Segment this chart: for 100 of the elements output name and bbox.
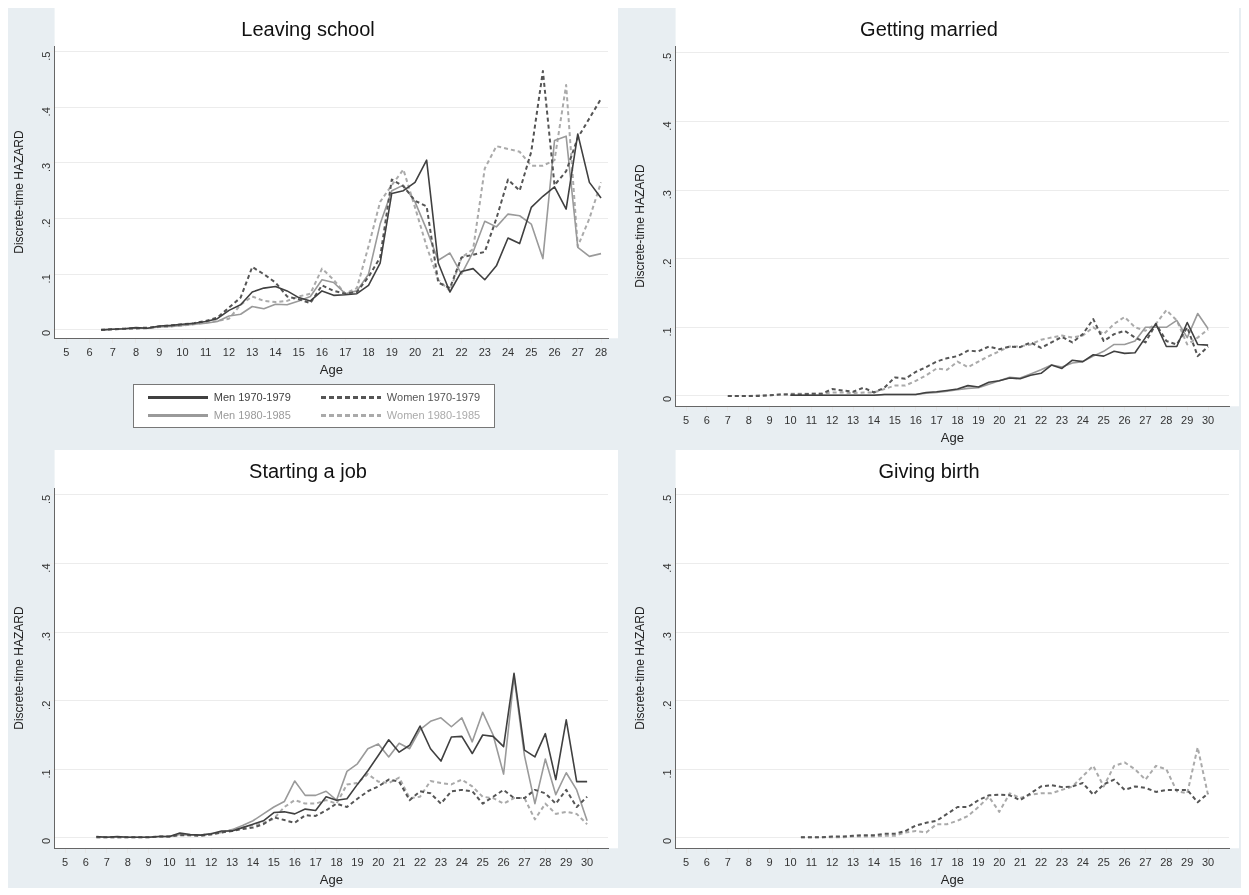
x-tick-label: 23 bbox=[1055, 855, 1069, 868]
x-tick-label: 11 bbox=[200, 345, 212, 358]
y-tick-label: .1 bbox=[39, 769, 52, 779]
x-tick-label: 8 bbox=[132, 345, 140, 358]
y-tick-label: .1 bbox=[660, 327, 673, 337]
y-tick-label: .5 bbox=[39, 51, 52, 61]
x-tick-label: 6 bbox=[82, 855, 89, 868]
x-tick-label: 24 bbox=[455, 855, 468, 868]
x-tick-label: 24 bbox=[1076, 855, 1089, 868]
y-tick-label: 0 bbox=[660, 395, 673, 403]
x-tick-label: 5 bbox=[682, 855, 690, 868]
y-tick-label: .5 bbox=[660, 494, 673, 505]
y-tick-label: .4 bbox=[660, 563, 673, 573]
y-tick-label: 0 bbox=[660, 837, 673, 845]
chart-title: Starting a job bbox=[249, 459, 367, 482]
x-tick-label: 27 bbox=[1139, 413, 1152, 426]
x-tick-label: 19 bbox=[351, 855, 364, 868]
y-axis-title: Discrete-time HAZARD bbox=[11, 130, 26, 254]
x-tick-label: 21 bbox=[1014, 413, 1027, 426]
x-tick-label: 18 bbox=[362, 345, 375, 358]
x-tick-label: 9 bbox=[766, 413, 773, 426]
x-tick-label: 12 bbox=[826, 855, 839, 868]
x-tick-label: 8 bbox=[124, 855, 131, 868]
x-tick-label: 25 bbox=[525, 345, 538, 358]
y-tick-label: 0 bbox=[39, 329, 52, 336]
text: Women 1980-1985 bbox=[386, 409, 481, 421]
x-tick-label: 14 bbox=[246, 855, 260, 868]
x-tick-label: 21 bbox=[432, 345, 445, 358]
x-tick-label: 30 bbox=[1201, 413, 1215, 426]
text: Men 1970-1979 bbox=[213, 391, 291, 403]
x-tick-label: 14 bbox=[867, 413, 881, 426]
x-tick-label: 18 bbox=[330, 855, 343, 868]
x-tick-label: 17 bbox=[930, 413, 943, 426]
x-tick-label: 26 bbox=[1118, 413, 1131, 426]
y-tick-label: .2 bbox=[660, 258, 673, 268]
x-tick-label: 19 bbox=[972, 413, 985, 426]
x-tick-label: 23 bbox=[478, 345, 491, 358]
x-tick-label: 6 bbox=[86, 345, 93, 358]
chart-title: Giving birth bbox=[878, 459, 980, 482]
x-tick-label: 16 bbox=[909, 855, 922, 868]
text: Women 1970-1979 bbox=[386, 391, 481, 403]
y-tick-label: .4 bbox=[39, 563, 52, 573]
x-tick-label: 20 bbox=[993, 413, 1006, 426]
x-tick-label: 24 bbox=[501, 345, 515, 358]
x-tick-label: 16 bbox=[288, 855, 301, 868]
x-tick-label: 14 bbox=[867, 855, 881, 868]
y-axis-title: Discrete-time HAZARD bbox=[11, 606, 26, 730]
x-tick-label: 27 bbox=[571, 345, 584, 358]
x-tick-label: 26 bbox=[1118, 855, 1131, 868]
y-tick-label: .3 bbox=[39, 632, 52, 642]
x-tick-label: 8 bbox=[745, 413, 752, 426]
y-tick-label: .4 bbox=[660, 121, 673, 131]
x-tick-label: 5 bbox=[682, 413, 690, 426]
x-tick-label: 6 bbox=[703, 413, 710, 426]
x-tick-label: 7 bbox=[109, 345, 116, 358]
x-tick-label: 9 bbox=[145, 855, 152, 868]
x-tick-label: 11 bbox=[805, 413, 818, 426]
x-tick-label: 7 bbox=[724, 413, 731, 426]
x-tick-label: 19 bbox=[972, 855, 985, 868]
x-tick-label: 29 bbox=[1181, 413, 1194, 426]
x-tick-label: 28 bbox=[1160, 855, 1173, 868]
x-tick-label: 9 bbox=[156, 345, 163, 358]
x-tick-label: 17 bbox=[930, 855, 943, 868]
x-tick-label: 26 bbox=[497, 855, 510, 868]
x-tick-label: 28 bbox=[539, 855, 552, 868]
x-tick-label: 8 bbox=[745, 855, 752, 868]
x-tick-label: 13 bbox=[846, 413, 860, 426]
x-tick-label: 13 bbox=[846, 855, 860, 868]
x-tick-label: 25 bbox=[476, 855, 489, 868]
y-tick-label: .3 bbox=[660, 632, 673, 642]
chart-title: Leaving school bbox=[241, 17, 375, 40]
x-tick-label: 15 bbox=[267, 855, 280, 868]
y-tick-label: .5 bbox=[660, 52, 673, 63]
x-tick-label: 18 bbox=[951, 413, 964, 426]
y-tick-label: .1 bbox=[39, 274, 52, 284]
x-tick-label: 12 bbox=[222, 345, 236, 358]
x-tick-label: 5 bbox=[61, 855, 69, 868]
x-tick-label: 7 bbox=[724, 855, 731, 868]
x-tick-label: 10 bbox=[176, 345, 189, 358]
x-tick-label: 16 bbox=[315, 345, 329, 358]
x-tick-label: 22 bbox=[1034, 855, 1048, 868]
x-tick-label: 13 bbox=[225, 855, 239, 868]
x-tick-label: 17 bbox=[339, 345, 352, 358]
x-tick-label: 12 bbox=[826, 413, 839, 426]
x-tick-label: 29 bbox=[1181, 855, 1194, 868]
x-tick-label: 10 bbox=[784, 855, 797, 868]
x-tick-label: 19 bbox=[385, 345, 398, 358]
x-tick-label: 5 bbox=[63, 345, 70, 358]
x-tick-label: 21 bbox=[1014, 855, 1027, 868]
x-tick-label: 28 bbox=[594, 345, 608, 358]
text: Men 1980-1985 bbox=[213, 409, 291, 421]
y-tick-label: .2 bbox=[39, 700, 52, 710]
y-tick-label: .2 bbox=[660, 700, 673, 710]
x-tick-label: 24 bbox=[1076, 413, 1089, 426]
x-axis-title: Age bbox=[940, 871, 964, 887]
x-axis-title: Age bbox=[319, 871, 343, 887]
x-tick-label: 22 bbox=[1034, 413, 1048, 426]
x-tick-label: 25 bbox=[1097, 855, 1110, 868]
y-tick-label: .2 bbox=[39, 218, 52, 228]
y-axis-title: Discrete-time HAZARD bbox=[632, 164, 647, 288]
